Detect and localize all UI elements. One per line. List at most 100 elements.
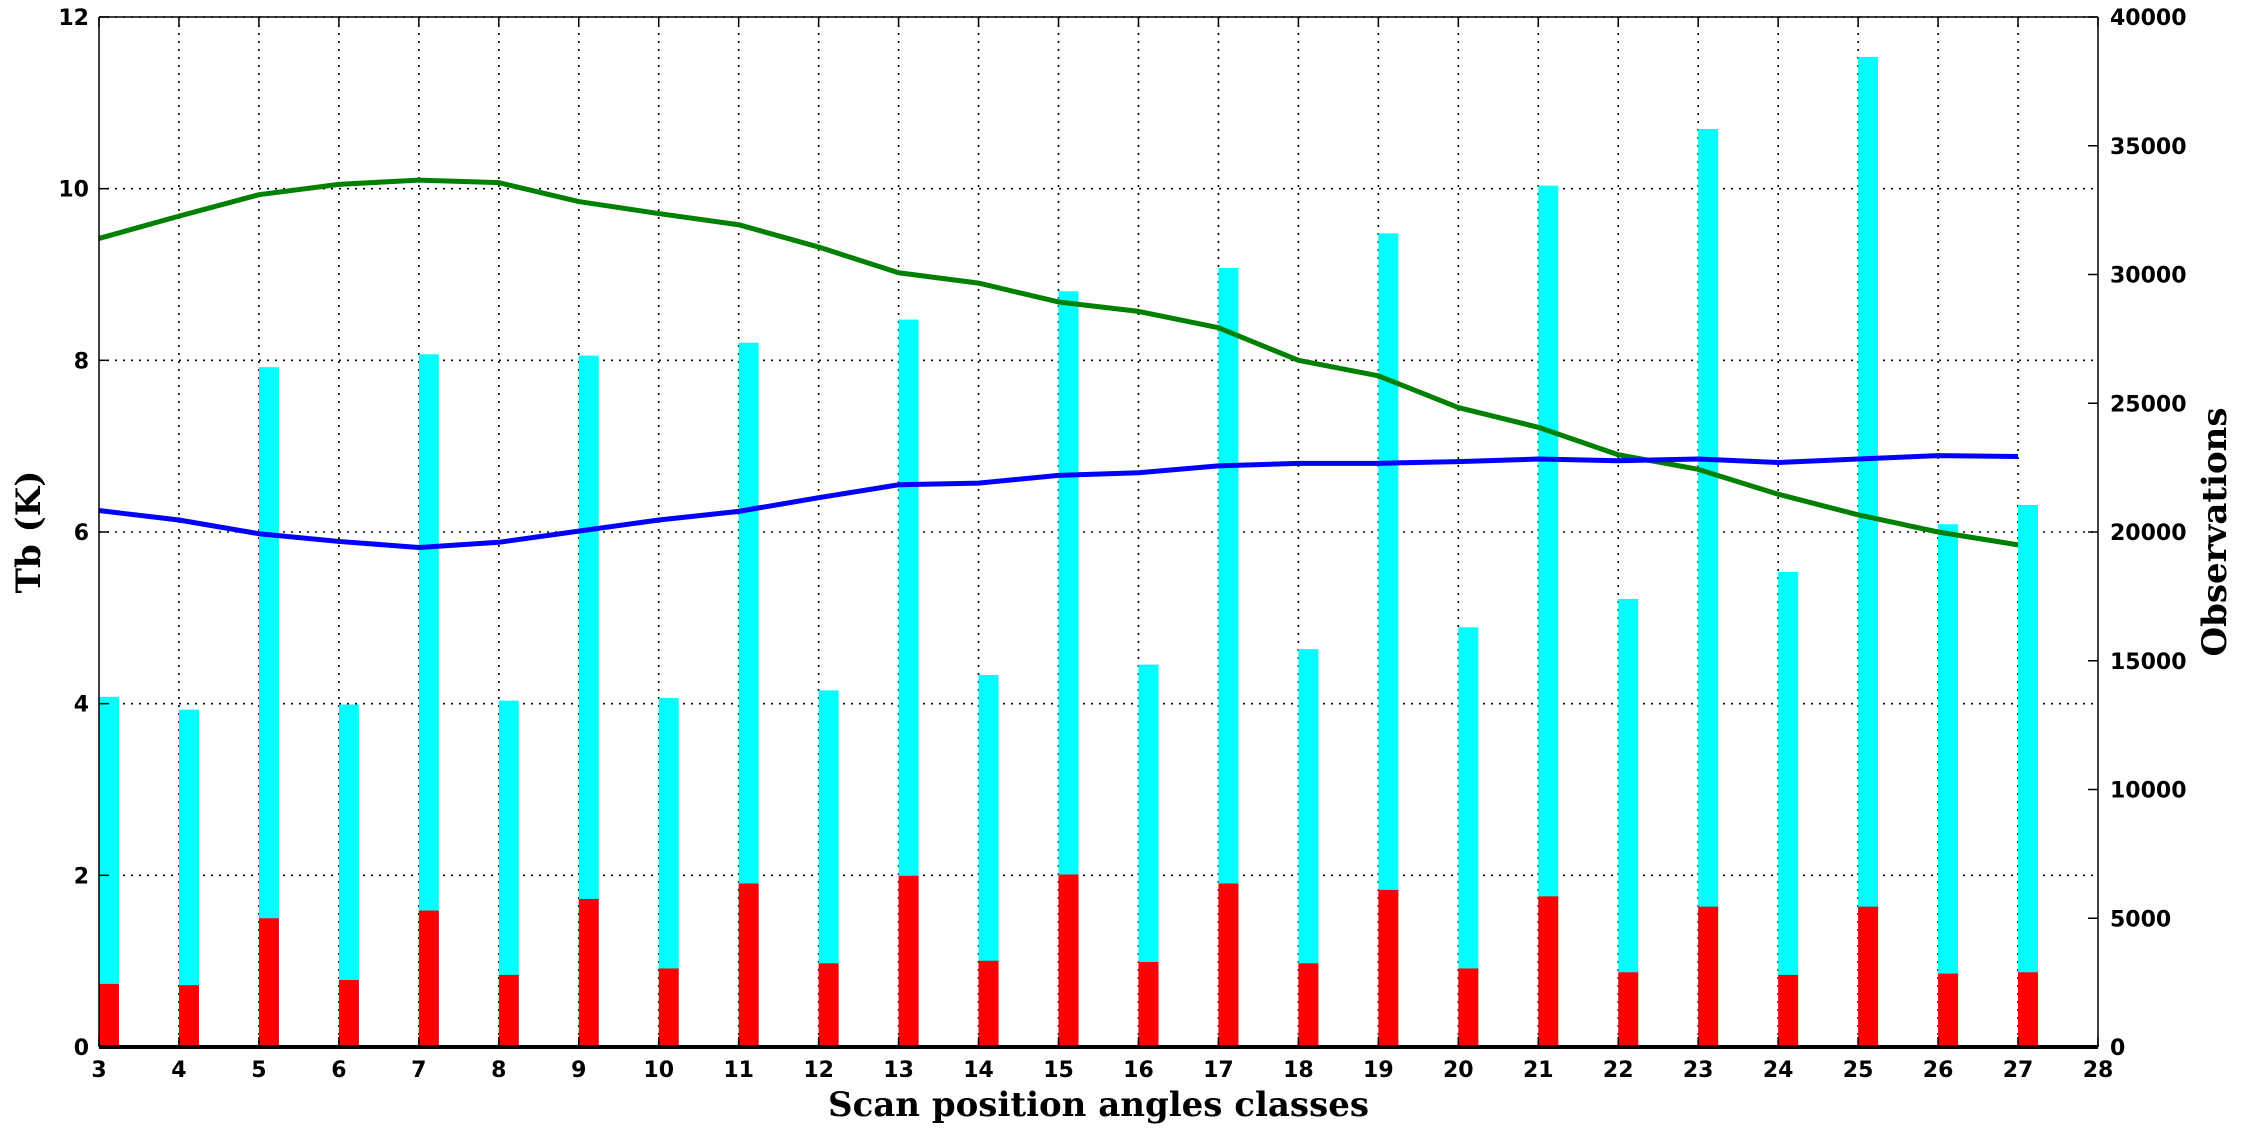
x-tick-label: 22 — [1603, 1058, 1634, 1083]
bar-cyan — [2018, 504, 2039, 1047]
x-tick-label: 8 — [491, 1058, 506, 1083]
x-tick-label: 12 — [803, 1058, 834, 1083]
x-tick-label: 7 — [411, 1058, 426, 1083]
bar-cyan — [658, 698, 679, 1047]
y-tick-label: 10 — [58, 178, 89, 203]
bar-red — [1858, 906, 1879, 1047]
lines — [98, 177, 2019, 550]
bar-cyan — [1058, 291, 1079, 1047]
y2-tick-label: 10000 — [2110, 779, 2187, 804]
bar-red — [578, 898, 599, 1047]
x-tick-label: 5 — [251, 1058, 266, 1083]
bar-cyan — [898, 319, 919, 1047]
x-tick-label: 11 — [723, 1058, 754, 1083]
y-tick-label: 0 — [74, 1036, 89, 1061]
bar-red — [258, 918, 279, 1047]
y-tick-label: 4 — [74, 693, 89, 718]
bar-cyan — [1378, 233, 1399, 1048]
tick-labels: 3 4 5 6 7 8 9 10 11 12 13 14 15 16 17 18 19 20 21 22 23 24 25 2… — [58, 6, 2186, 1083]
bar-red — [658, 968, 679, 1047]
bar-cyan — [1218, 268, 1239, 1047]
bar-red — [1298, 963, 1319, 1047]
bar-red — [1378, 889, 1399, 1047]
bar-red — [1618, 972, 1639, 1047]
series-line-green — [98, 177, 2019, 548]
bar-red — [1058, 874, 1079, 1047]
bar-cyan — [178, 709, 199, 1047]
x-tick-label: 13 — [883, 1058, 914, 1083]
bar-red — [818, 963, 839, 1047]
bar-red — [978, 960, 999, 1047]
bar-cyan — [1938, 524, 1959, 1047]
bar-red — [898, 875, 919, 1047]
x-tick-label: 18 — [1283, 1058, 1314, 1083]
bar-red — [1538, 896, 1559, 1047]
y2-tick-label: 30000 — [2110, 264, 2187, 289]
x-tick-label: 17 — [1203, 1058, 1234, 1083]
y2-tick-label: 25000 — [2110, 392, 2187, 417]
x-axis-label: Scan position angles classes — [828, 1085, 1369, 1124]
x-tick-label: 10 — [643, 1058, 674, 1083]
bar-cyan — [818, 690, 839, 1047]
x-tick-label: 15 — [1043, 1058, 1074, 1083]
bar-red — [418, 910, 439, 1047]
bar-red — [1778, 974, 1799, 1047]
bar-red — [178, 985, 199, 1047]
y2-tick-label: 20000 — [2110, 521, 2187, 546]
x-tick-label: 6 — [331, 1058, 346, 1083]
bar-cyan — [99, 696, 119, 1047]
y-tick-label: 2 — [74, 864, 89, 889]
bar-cyan — [738, 342, 759, 1047]
x-tick-label: 26 — [1923, 1058, 1954, 1083]
bar-red — [1938, 973, 1959, 1047]
y-axis-label: Tb (K) — [9, 471, 49, 594]
bar-cyan — [1858, 56, 1879, 1048]
bar-cyan — [1778, 571, 1799, 1047]
y2-tick-label: 15000 — [2110, 650, 2187, 675]
bar-cyan — [1458, 627, 1479, 1047]
x-tick-label: 16 — [1123, 1058, 1154, 1083]
bar-cyan — [418, 354, 439, 1047]
bar-red — [1218, 883, 1239, 1047]
bar-cyan — [1618, 598, 1639, 1047]
bars — [99, 56, 2039, 1048]
y2-tick-label: 5000 — [2110, 907, 2171, 932]
y2-axis-label: Observations — [2195, 407, 2235, 656]
y2-tick-label: 0 — [2110, 1036, 2125, 1061]
y-tick-label: 8 — [74, 349, 89, 374]
x-tick-label: 21 — [1523, 1058, 1554, 1083]
series-line-blue — [98, 453, 2019, 550]
x-tick-label: 23 — [1683, 1058, 1714, 1083]
x-tick-label: 24 — [1763, 1058, 1794, 1083]
bar-cyan — [498, 700, 519, 1047]
y2-tick-label: 40000 — [2110, 6, 2187, 31]
x-tick-label: 20 — [1443, 1058, 1474, 1083]
x-tick-label: 3 — [91, 1058, 106, 1083]
bar-red — [1138, 962, 1159, 1047]
axes — [98, 16, 2099, 1049]
x-tick-label: 4 — [171, 1058, 186, 1083]
x-tick-label: 27 — [2003, 1058, 2034, 1083]
y2-tick-label: 35000 — [2110, 135, 2187, 160]
x-tick-label: 9 — [571, 1058, 586, 1083]
x-tick-label: 28 — [2083, 1058, 2114, 1083]
y-tick-label: 6 — [74, 521, 89, 546]
bar-red — [338, 980, 359, 1047]
bar-cyan — [338, 704, 359, 1047]
x-tick-label: 14 — [963, 1058, 994, 1083]
bar-cyan — [1698, 129, 1719, 1047]
x-tick-label: 25 — [1843, 1058, 1874, 1083]
bar-red — [738, 883, 759, 1047]
bar-red — [498, 974, 519, 1047]
x-tick-label: 19 — [1363, 1058, 1394, 1083]
y-tick-label: 12 — [58, 6, 89, 31]
bar-cyan — [1538, 185, 1559, 1048]
bar-cyan — [1138, 664, 1159, 1047]
bar-red — [2018, 972, 2039, 1047]
bar-red — [99, 983, 119, 1047]
bar-cyan — [1298, 649, 1319, 1047]
bar-cyan — [978, 674, 999, 1047]
bar-red — [1458, 968, 1479, 1047]
